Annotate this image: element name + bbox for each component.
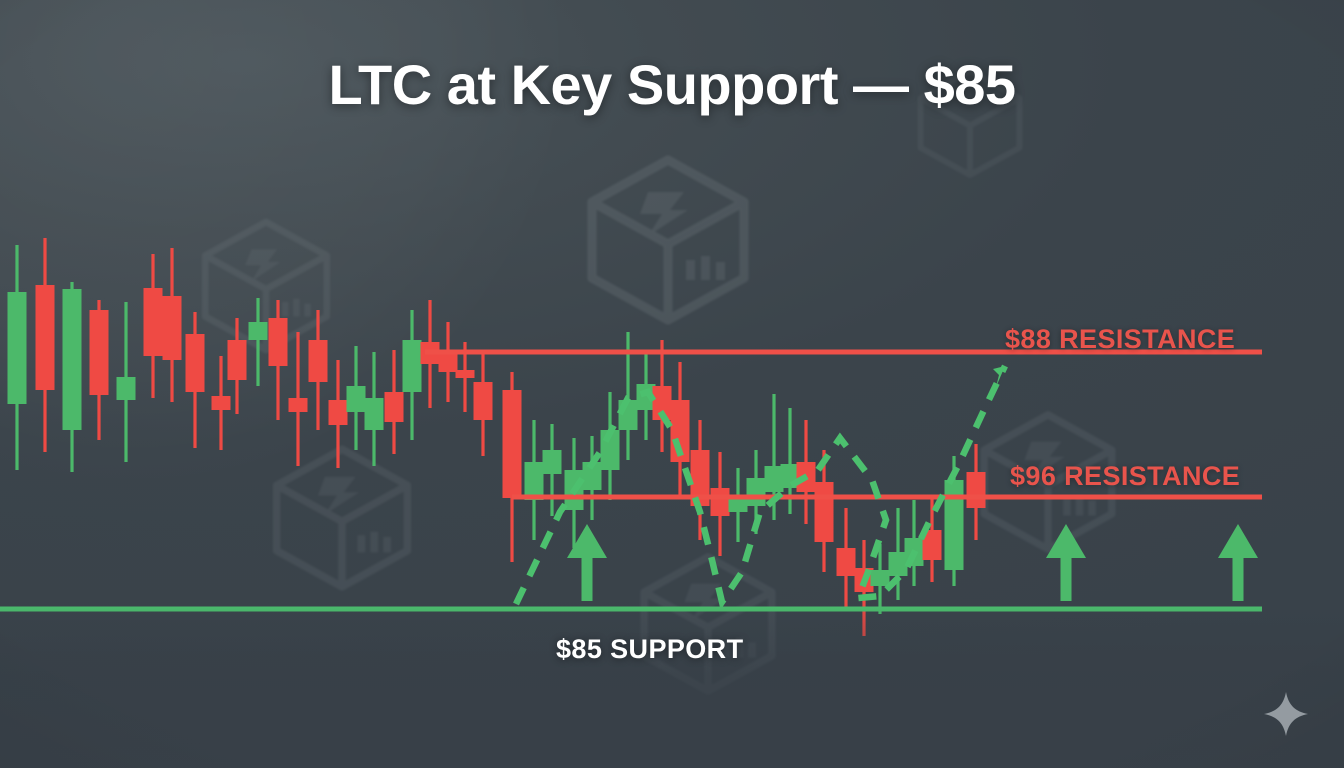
candle-body	[162, 296, 182, 360]
arrowhead-icon	[993, 366, 1005, 387]
candle-body	[888, 552, 908, 576]
candle-body	[7, 292, 27, 404]
candle-wick	[626, 332, 630, 460]
candle-body	[384, 392, 404, 422]
candle-body	[89, 310, 109, 395]
candle-body	[502, 390, 522, 498]
candle-body	[143, 288, 163, 356]
candle-body	[288, 398, 308, 412]
candle-body	[455, 370, 475, 378]
support-85-label: $85 SUPPORT	[556, 634, 744, 664]
candle-wick	[788, 408, 792, 514]
resistance-96-label: $96 RESISTANCE	[1010, 461, 1241, 491]
candle-body	[524, 462, 544, 500]
candle-body	[268, 318, 288, 366]
candle-body	[248, 322, 268, 340]
resistance-88-label: $88 RESISTANCE	[1005, 324, 1236, 354]
forecast-trendline	[513, 364, 1008, 611]
candle-body	[328, 400, 348, 425]
candle-body	[35, 285, 55, 390]
arrow-up-icon	[1218, 524, 1258, 601]
cube-watermark-icon	[560, 140, 776, 340]
candle-body	[364, 398, 384, 430]
buy-signal-arrows	[567, 524, 1258, 601]
candle-body	[227, 340, 247, 380]
candle-body	[542, 450, 562, 474]
candle-body	[402, 340, 422, 392]
candle-body	[728, 498, 748, 512]
candle-body	[922, 530, 942, 560]
candle-body	[346, 386, 366, 412]
price-level-line	[512, 494, 1262, 500]
lower-gradient-wash	[0, 600, 1344, 768]
candle-body	[116, 377, 136, 400]
candle-body	[944, 480, 964, 570]
arrow-up-icon	[567, 524, 607, 601]
cube-watermark-icon	[252, 432, 432, 604]
candle-body	[836, 548, 856, 576]
candle-body	[870, 570, 890, 586]
candle-body	[652, 386, 672, 420]
candle-body	[764, 466, 784, 492]
cube-watermark-icon	[905, 58, 1035, 188]
candle-body	[62, 289, 82, 430]
candle-body	[211, 396, 231, 410]
candle-wick	[772, 394, 776, 520]
page-title: LTC at Key Support — $85	[328, 53, 1016, 116]
candle-body	[690, 450, 710, 506]
candle-body	[185, 334, 205, 392]
price-level-line	[425, 349, 1262, 355]
candle-body	[582, 462, 602, 490]
forecast-dashed-path	[513, 364, 1008, 611]
sparkle-icon	[1262, 690, 1310, 738]
candle-body	[308, 340, 328, 382]
cube-watermark-icon	[960, 398, 1136, 566]
candle-wick	[256, 298, 260, 386]
candle-body	[438, 352, 458, 372]
candle-body	[473, 382, 493, 420]
arrow-up-icon	[1046, 524, 1086, 601]
